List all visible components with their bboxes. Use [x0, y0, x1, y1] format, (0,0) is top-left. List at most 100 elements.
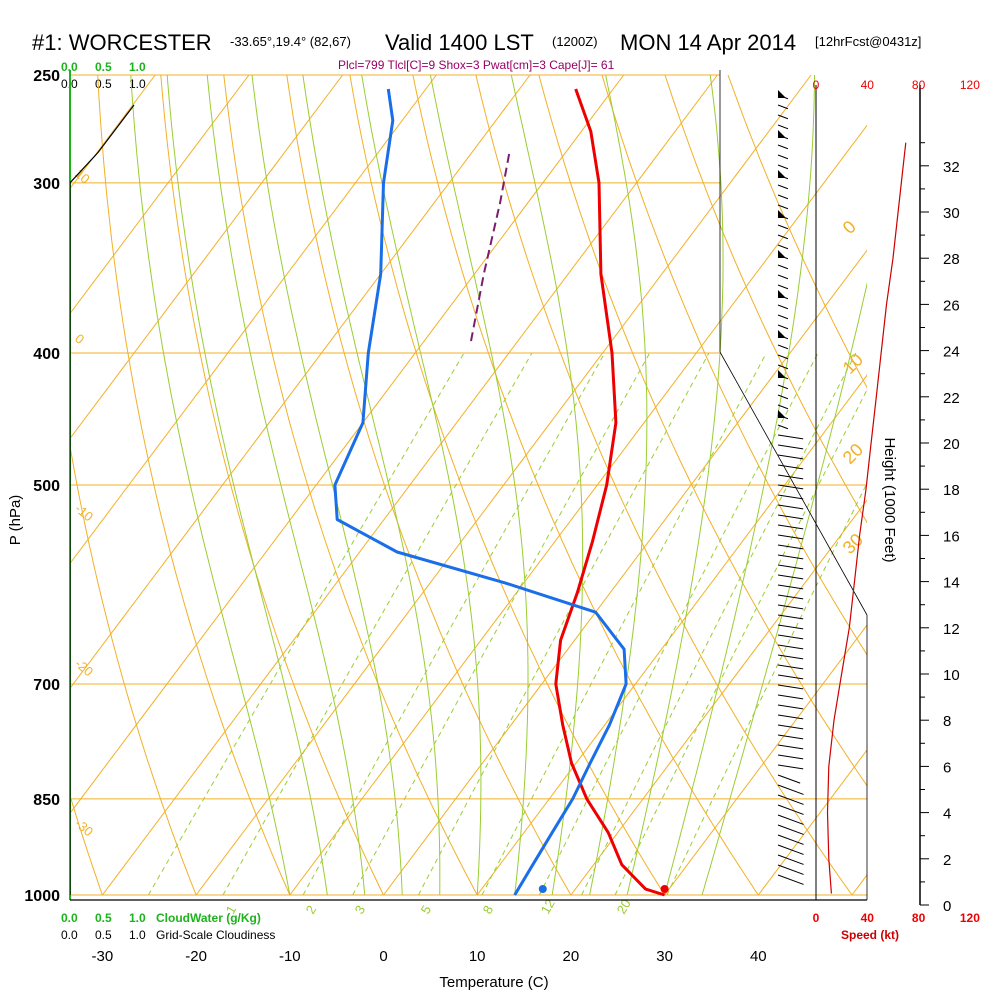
dry-adiabat-line	[70, 793, 103, 896]
wind-barb	[777, 754, 804, 760]
mixing-ratio-label: 20	[614, 896, 634, 916]
wind-barb	[777, 194, 789, 200]
isotherm-line	[70, 74, 250, 315]
wind-barb	[777, 454, 804, 460]
height-tick-label: 10	[943, 667, 960, 684]
height-tick-label: 30	[943, 205, 960, 222]
speed-tick-label-top: 80	[912, 78, 926, 92]
surface-temperature-dot	[660, 885, 669, 893]
surface-dewpoint-dot	[538, 885, 547, 893]
pressure-tick-label: 700	[33, 677, 60, 694]
speed-tick-label-bottom: 40	[861, 911, 875, 925]
cloudwater-tick-top-1: 0.5	[95, 60, 112, 74]
mixing-ratio-label: 5	[418, 903, 435, 917]
temperature-tick-label: 0	[379, 948, 387, 965]
cloudwater-tick-bottom-2: 1.0	[129, 911, 146, 925]
temperature-tick-label: -20	[185, 948, 207, 965]
height-tick-label: 18	[943, 482, 960, 499]
wind-speed-line	[826, 142, 907, 894]
cloudwater-tick-top-2: 1.0	[129, 60, 146, 74]
wind-barb	[777, 614, 804, 620]
wind-barb	[777, 364, 789, 370]
cloudiness-tick-bottom-1: 0.5	[95, 928, 112, 942]
wind-barb	[777, 524, 804, 530]
cloudwater-tick-bottom-1: 0.5	[95, 911, 112, 925]
height-tick-label: 14	[943, 575, 960, 592]
wind-barb	[777, 834, 804, 845]
wind-barb	[777, 494, 804, 500]
isotherm-label: 10	[839, 350, 867, 378]
mixing-ratio-label: 8	[480, 903, 497, 917]
wind-barb-flag	[778, 250, 786, 258]
mixing-ratio-line	[302, 352, 606, 896]
moist-adiabat-line	[626, 74, 724, 896]
height-tick-label: 8	[943, 713, 951, 730]
wind-barb-flag	[778, 290, 786, 298]
wind-barb	[777, 474, 804, 480]
dry-adiabat-line	[475, 74, 853, 896]
wind-barb	[777, 184, 789, 190]
isotherm-label: 0	[839, 217, 860, 238]
wind-barb	[777, 564, 804, 570]
dry-adiabat-line	[349, 74, 666, 896]
wind-barb-flag	[778, 90, 786, 98]
temperature-tick-label: 40	[750, 948, 767, 965]
speed-axis-title: Speed (kt)	[841, 928, 899, 942]
wind-barb	[777, 514, 804, 520]
dry-adiabat-label: -20	[72, 656, 96, 680]
wind-barb	[777, 874, 804, 885]
dry-adiabat-line	[727, 74, 867, 389]
wind-barb-flag	[778, 130, 786, 138]
mixing-ratio-label: 3	[352, 903, 369, 917]
wind-barb-flag	[778, 330, 786, 338]
moist-adiabat-line	[589, 74, 648, 896]
dry-adiabat-line	[601, 74, 867, 656]
wind-barb	[777, 744, 804, 750]
zulu-time: (1200Z)	[552, 34, 598, 49]
wind-barb	[777, 574, 804, 580]
parcel-line	[470, 152, 511, 342]
wind-barb	[777, 404, 789, 410]
dry-adiabat-label: -30	[72, 816, 96, 840]
height-panel-diagonal	[719, 351, 868, 616]
wind-barb	[777, 224, 789, 230]
wind-barb	[777, 304, 789, 310]
wind-barb	[777, 624, 804, 630]
wind-barb	[777, 584, 804, 590]
height-tick-label: 0	[943, 898, 951, 915]
dry-adiabat-line	[70, 443, 197, 896]
wind-barb	[777, 814, 804, 825]
wind-barb	[777, 204, 789, 210]
station-title: #1: WORCESTER	[32, 30, 212, 55]
wind-barb	[777, 844, 804, 855]
wind-barb	[777, 434, 804, 440]
temperature-tick-label: -30	[92, 948, 114, 965]
moist-adiabat-line	[251, 74, 403, 896]
mixing-ratio-label: 12	[538, 896, 558, 916]
moist-adiabat-line	[664, 74, 815, 896]
height-tick-label: 24	[943, 344, 960, 361]
isotherm-label: 20	[839, 440, 867, 468]
y-axis-title: P (hPa)	[7, 495, 24, 546]
cloudwater-line	[70, 104, 135, 895]
height-tick-label: 32	[943, 159, 960, 176]
height-tick-label: 20	[943, 436, 960, 453]
wind-barb-flag	[778, 210, 786, 218]
wind-barb	[777, 724, 804, 730]
cloudiness-tick-bottom-0: 0.0	[61, 928, 78, 942]
height-tick-label: 4	[943, 806, 951, 823]
wind-barb	[777, 804, 804, 815]
mixing-ratio-label: 2	[303, 903, 320, 917]
height-tick-label: 12	[943, 621, 960, 638]
isotherm-line	[757, 749, 867, 896]
speed-tick-label-bottom: 80	[912, 911, 926, 925]
dry-adiabat-line	[97, 74, 291, 896]
wind-barb	[777, 124, 789, 130]
wind-barb	[777, 634, 804, 640]
wind-barb	[777, 104, 789, 110]
height-tick-label: 16	[943, 528, 960, 545]
temperature-tick-label: 20	[563, 948, 580, 965]
wind-barb-flag	[778, 370, 786, 378]
wind-barb	[777, 854, 804, 865]
